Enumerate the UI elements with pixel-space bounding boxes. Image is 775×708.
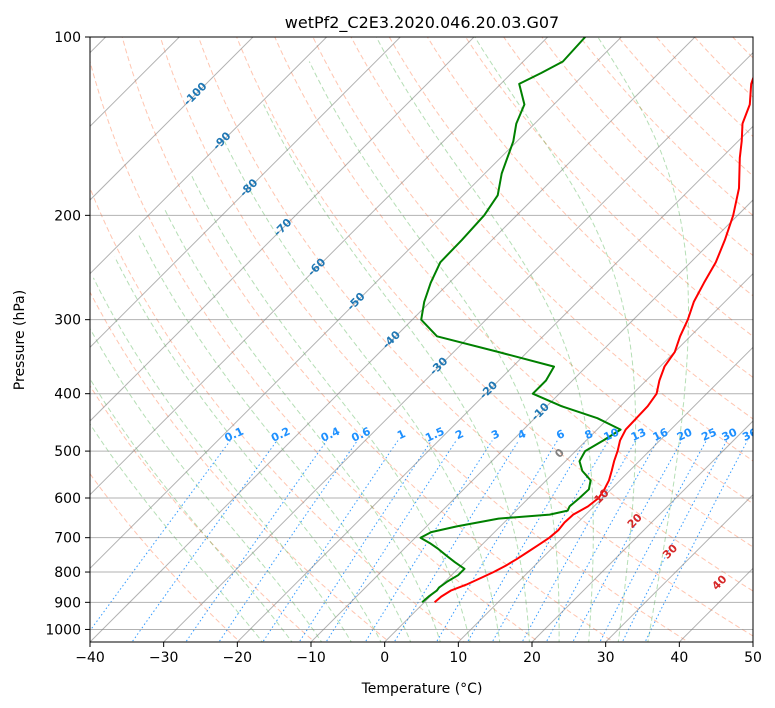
mixing-ratio-label: 30 [720,425,740,443]
dry-adiabat-line [90,472,241,642]
x-axis-title: Temperature (°C) [361,681,483,697]
isotherm-line [90,37,696,642]
isotherm-line [90,37,623,570]
mixing-ratio-line [491,440,609,642]
axis-layer: −40 −30 −20 −10 0 10 20 30 40 50 100 200 300 400 500 60… [45,30,762,666]
isotherm-line [383,272,753,642]
isotherm-line [90,37,402,349]
y-tick-label: 600 [54,491,81,507]
dry-adiabat-line [159,37,690,642]
mixing-ratio-line [325,440,457,642]
mixing-ratio-line [364,440,493,642]
x-tick-label: 30 [597,650,615,666]
isotherm-line [90,37,181,128]
mixing-ratio-line [599,440,707,642]
y-tick-label: 400 [54,387,81,403]
x-tick-label: 50 [744,650,762,666]
dry-adiabat-line [90,291,391,642]
x-tick-label: −30 [149,650,179,666]
dry-adiabat-line [312,37,753,505]
moist-adiabat-line [263,104,530,642]
mixing-ratio-line [298,440,432,642]
mixing-ratio-line [545,440,659,642]
x-tick-label: 0 [380,650,389,666]
dry-adiabat-line [121,37,615,642]
y-tick-label: 200 [54,208,81,224]
moist-adiabat-line [90,327,323,642]
y-axis-title: Pressure (hPa) [12,290,28,390]
moist-adiabat-line [163,208,441,642]
isotherm-line [457,346,753,642]
x-tick-label: −20 [223,650,253,666]
moist-adiabat-line [223,141,501,642]
mixing-ratio-line [131,440,278,642]
dry-adiabat-line [274,37,753,548]
mixing-ratio-line [185,440,328,642]
x-tick-label: 20 [523,650,541,666]
moist-adiabat-line [190,173,471,642]
y-tick-label: 500 [54,444,81,460]
isotherm-line [604,493,753,642]
mixing-ratio-label: 13 [629,426,648,444]
isotherm-line [90,37,475,422]
plot-frame [89,36,754,643]
x-tick-label: −40 [75,650,105,666]
moist-adiabat-line [92,277,352,642]
dry-adiabat-line [388,37,753,420]
moist-adiabat-line [114,256,382,642]
isotherm-line [90,37,328,275]
mixing-ratio-line [621,440,728,642]
y-tick-label: 100 [54,30,81,46]
data-layer [419,37,753,604]
temperature-profile-line [433,75,753,604]
chart-title: wetPf2_C2E3.2020.046.20.03.G07 [285,13,559,33]
mixing-ratio-line [435,440,558,642]
x-tick-label: 10 [449,650,467,666]
isotherm-line [310,199,753,642]
isotherm-line [531,420,753,642]
mixing-ratio-label: 25 [699,426,718,444]
mixing-ratio-line [262,440,399,642]
moist-adiabat-line [90,423,264,642]
dry-adiabat-line [236,37,753,592]
dry-adiabat-line [90,59,540,642]
isotherm-line [90,37,254,201]
mixing-ratio-label: 10 [602,425,622,443]
y-tick-label: 300 [54,313,81,329]
mixing-ratio-line [572,440,683,642]
y-tick-label: 800 [54,565,81,581]
dry-adiabat-line [90,186,465,642]
mixing-ratio-label: 16 [651,425,671,443]
dry-adiabat-line [350,37,753,462]
isotherm-line [162,51,753,642]
x-tick-label: 40 [670,650,688,666]
mixing-ratio-label: 20 [675,425,695,443]
dry-adiabat-line [426,37,753,379]
y-tick-label: 700 [54,531,81,547]
mixing-ratio-label: 36 [740,425,760,443]
y-tick-label: 1000 [45,622,81,638]
y-tick-label: 900 [54,595,81,611]
mixing-ratio-line [521,440,637,642]
moist-adiabat-line [137,233,412,642]
isotherm-line [236,125,753,642]
dewpoint-profile-line [419,37,622,604]
x-tick-label: −10 [296,650,326,666]
isotherm-line [90,37,549,496]
grid-layer [90,37,753,642]
